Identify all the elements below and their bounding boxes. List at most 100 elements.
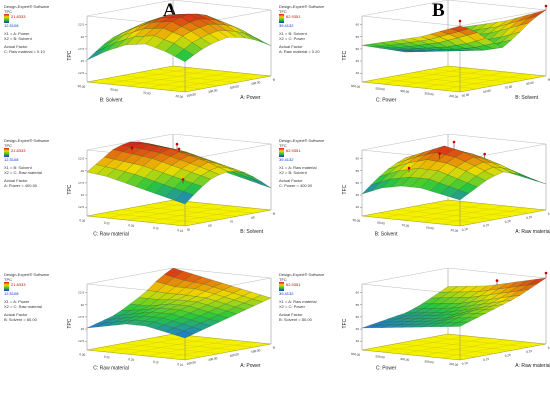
x-tick-label: 80.00 xyxy=(526,80,534,86)
x-tick-label: 400.00 xyxy=(229,352,239,358)
z-axis-label: TFC xyxy=(342,184,348,194)
surface-panel-1: Design-Expert® Software TPC 21.8333 12.5108… xyxy=(0,0,275,134)
color-min-label: 39.4132 xyxy=(279,23,294,28)
x-tick-label: 90 xyxy=(272,211,275,216)
color-min-label: 12.5108 xyxy=(4,291,19,296)
floor-grid-line xyxy=(145,339,232,357)
floor-grid-line xyxy=(121,343,220,354)
fixed-factor-label: A: Raw material = 0.20 xyxy=(279,49,320,54)
floor-grid-line xyxy=(104,78,203,89)
color-min-label: 12.5108 xyxy=(4,157,19,162)
floor-plane xyxy=(361,65,547,93)
z-tick-label: 22.5 xyxy=(78,157,84,161)
x-tick-label: 90.00 xyxy=(547,76,550,82)
color-max-label: 21.8333 xyxy=(4,14,49,23)
fixed-factor-label: B: Solvent = 80.00 xyxy=(4,317,37,322)
z-tick-label: 22.5 xyxy=(78,23,84,27)
response-label: TFC xyxy=(279,9,287,14)
y-tick-label: 0.25 xyxy=(104,355,111,360)
x-tick-label: 0.15 xyxy=(483,223,490,228)
floor-grid-line xyxy=(106,201,193,219)
z-axis-label: TPC xyxy=(67,318,73,328)
x1-factor-label: X1 = A: Power xyxy=(4,31,30,36)
surface-cell xyxy=(175,49,194,62)
x-tick-label: 60 xyxy=(208,223,212,228)
floor-grid-line xyxy=(396,75,495,86)
surface-plot: 12.5 15 17.5 20 22.5 TPC 50 60 70 80 90 B: Solvent 0… xyxy=(67,134,275,238)
color-max-label: 62.9351 xyxy=(279,14,324,23)
x-tick-label: 200.00 xyxy=(186,360,196,366)
y-axis-label: C: Power xyxy=(376,366,397,372)
floor-grid-line xyxy=(155,337,254,348)
floor-grid-line xyxy=(430,337,529,348)
floor-grid-line xyxy=(440,73,527,91)
floor-grid-line xyxy=(430,203,529,214)
y-tick-label: 70.00 xyxy=(401,223,409,228)
x1-factor-label: X1 = A: Raw material xyxy=(279,165,317,170)
actual-factor-heading: Actual Factor xyxy=(279,44,303,49)
surface-plot: 12.5 15 17.5 20 22.5 TPC 200.00 300.00 400.00 500… xyxy=(67,0,275,104)
x-tick-label: 300.00 xyxy=(208,356,218,362)
y-tick-label: 0.30 xyxy=(79,218,86,223)
x-axis-label: B: Solvent xyxy=(240,229,263,235)
y-tick-label: 200.00 xyxy=(449,94,459,99)
x-axis-label: A: Raw material xyxy=(515,229,550,235)
floor-grid-line xyxy=(138,206,237,217)
floor-grid-line xyxy=(381,67,468,85)
floor-grid-line xyxy=(106,335,193,353)
color-min-label: 39.4132 xyxy=(279,157,294,162)
actual-factor-heading: Actual Factor xyxy=(4,178,28,183)
surface-cell xyxy=(449,25,469,32)
floor-grid-line xyxy=(381,201,468,219)
response-label: TFC xyxy=(279,143,287,148)
design-point xyxy=(130,146,134,150)
z-tick-label: 15 xyxy=(81,193,85,197)
floor-plane xyxy=(86,333,272,361)
surface-panel-3: Design-Expert® Software TPC 21.8333 12.5108… xyxy=(0,268,275,402)
panel-legend: Design-Expert® Software TFC 62.9351 39.4132… xyxy=(279,272,324,322)
x2-factor-label: X2 = C: Power xyxy=(279,36,305,41)
floor-grid-line xyxy=(440,341,527,359)
actual-factor-heading: Actual Factor xyxy=(279,178,303,183)
surface-cell xyxy=(252,178,272,189)
color-scale-swatch xyxy=(279,148,284,157)
z-tick-label: 45 xyxy=(356,327,360,331)
x-tick-label: 70.00 xyxy=(504,84,512,90)
floor-plane xyxy=(86,199,272,227)
color-min-label: 12.5108 xyxy=(4,23,19,28)
z-tick-label: 40 xyxy=(356,205,360,209)
floor-grid-line xyxy=(106,67,193,85)
surface-plot: 40 45 50 55 60 TFC 50.00 60.00 70.00 80.00 90.00 B:… xyxy=(342,0,550,104)
z-tick-label: 17.5 xyxy=(78,181,84,185)
panel-legend: Design-Expert® Software TFC 62.9351 39.4132… xyxy=(279,138,324,188)
x-tick-label: 50 xyxy=(186,227,190,232)
panel-legend: Design-Expert® Software TPC 21.8333 12.5108… xyxy=(4,4,49,54)
x-axis-label: A: Power xyxy=(240,363,261,369)
y-tick-label: 80.00 xyxy=(377,220,385,225)
floor-grid-line xyxy=(430,69,529,80)
floor-grid-line xyxy=(401,337,488,355)
surface-plot: 12.5 15 17.5 20 22.5 TPC 200.00 300.00 400.00 500… xyxy=(67,268,275,372)
x-tick-label: 0.10 xyxy=(461,361,468,366)
y-tick-label: 500.00 xyxy=(375,86,385,91)
z-tick-label: 20 xyxy=(81,169,85,173)
color-max-label: 62.9351 xyxy=(279,282,324,291)
x-tick-label: 80 xyxy=(251,215,255,220)
x-tick-label: 0.30 xyxy=(547,345,550,350)
surface-cell xyxy=(252,36,272,46)
z-tick-label: 60 xyxy=(356,23,360,27)
x-tick-label: 0.30 xyxy=(547,211,550,216)
x1-factor-label: X1 = A: Raw material xyxy=(279,299,317,304)
floor-grid-line xyxy=(104,346,203,357)
z-tick-label: 50 xyxy=(356,315,360,319)
z-tick-label: 50 xyxy=(356,181,360,185)
z-tick-label: 55 xyxy=(356,303,360,307)
floor-grid-line xyxy=(440,207,527,225)
y-tick-label: 300.00 xyxy=(424,91,434,96)
floor-plane xyxy=(361,333,547,361)
surface-plot: 40 45 50 55 60 TFC 0.10 0.15 0.20 0.25 0.30 A: Raw … xyxy=(342,134,550,238)
y-tick-label: 0.10 xyxy=(177,228,184,233)
z-tick-label: 40 xyxy=(356,339,360,343)
z-axis-label: TPC xyxy=(67,50,73,60)
surface-cell xyxy=(86,47,106,61)
